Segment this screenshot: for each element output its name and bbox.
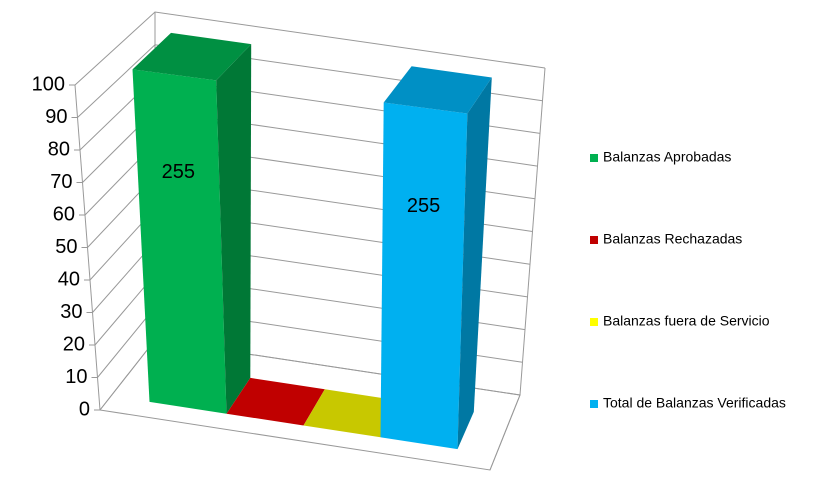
y-tick-label: 20 [63, 333, 85, 355]
y-tick-label: 0 [79, 398, 90, 420]
legend-label: Balanzas Rechazadas [603, 231, 742, 247]
y-tick-label: 60 [53, 203, 75, 225]
bar-top [226, 377, 325, 426]
front-floor-right [489, 394, 521, 471]
legend-label: Balanzas Aprobadas [603, 149, 731, 165]
legend-swatch [590, 236, 598, 244]
bar-top [383, 66, 492, 114]
bar-front [132, 69, 227, 414]
legend-swatch [590, 400, 598, 408]
y-tick-label: 70 [50, 171, 72, 193]
y-tick-label: 90 [45, 106, 67, 128]
y-tick-label: 30 [60, 301, 82, 323]
data-label: 255 [162, 161, 195, 183]
y-tick-label: 50 [55, 236, 77, 258]
legend-label: Total de Balanzas Verificadas [603, 395, 786, 411]
bars [132, 32, 492, 450]
right-edge [519, 67, 546, 396]
bar-side [216, 44, 252, 414]
bar-side [457, 77, 492, 450]
left-edge [74, 84, 101, 411]
y-tick-label: 80 [48, 138, 70, 160]
y-tick-label: 100 [32, 73, 65, 95]
data-label: 255 [407, 195, 440, 217]
bar-top [132, 32, 252, 81]
bar-front [380, 102, 468, 450]
y-tick-label: 40 [58, 268, 80, 290]
bar-top [303, 389, 400, 438]
legend-swatch [590, 154, 598, 162]
y-tick-label: 10 [65, 366, 87, 388]
legend-swatch [590, 318, 598, 326]
legend-label: Balanzas fuera de Servicio [603, 313, 770, 329]
